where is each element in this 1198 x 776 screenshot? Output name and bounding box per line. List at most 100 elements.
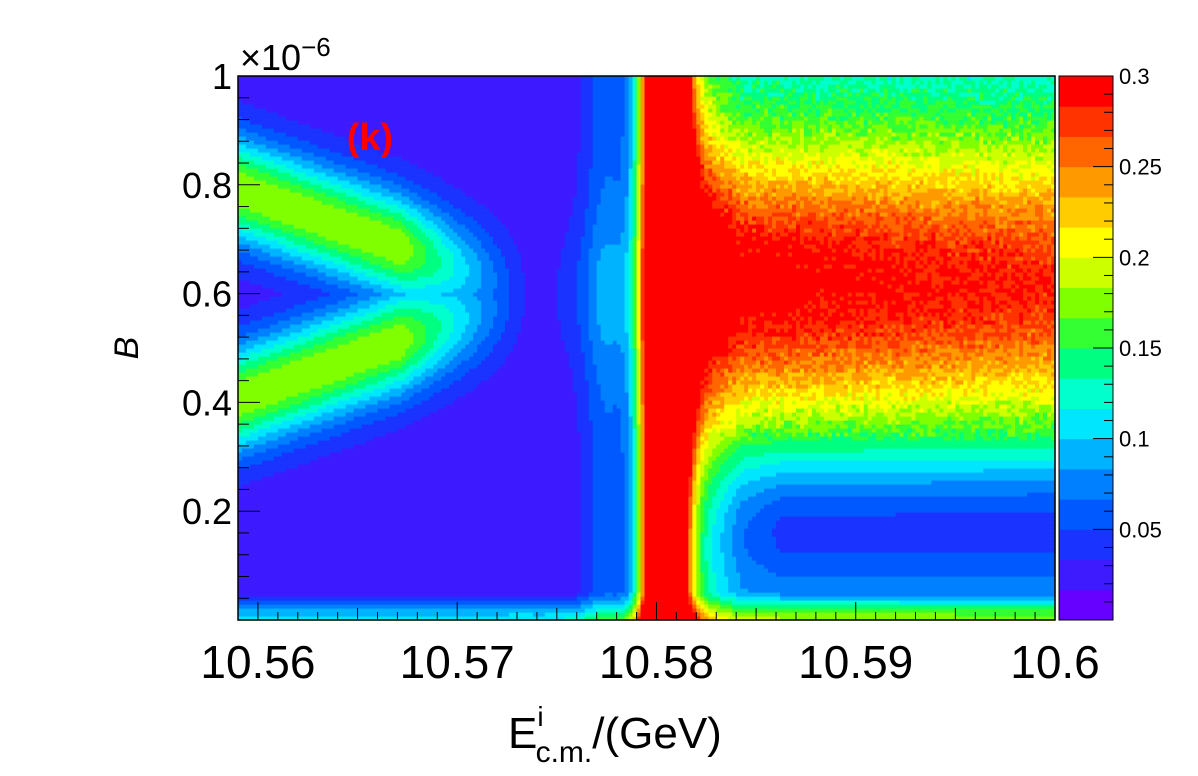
heatmap-cell — [776, 424, 781, 429]
heatmap-cell — [931, 480, 1056, 485]
heatmap-cell — [835, 424, 841, 429]
heatmap-cell — [883, 424, 893, 429]
heatmap-cell — [644, 228, 737, 233]
heatmap-cell — [867, 368, 873, 373]
heatmap-cell — [628, 452, 634, 457]
heatmap-cell — [429, 200, 450, 205]
heatmap-cell — [265, 236, 287, 241]
heatmap-cell — [943, 284, 988, 289]
heatmap-cell — [509, 300, 526, 305]
heatmap-cell — [843, 356, 849, 361]
heatmap-cell — [636, 604, 642, 609]
heatmap-cell — [584, 212, 598, 217]
heatmap-cell — [732, 376, 737, 381]
heatmap-cell — [1051, 188, 1056, 193]
heatmap-cell — [381, 264, 422, 269]
heatmap-cell — [831, 264, 845, 269]
heatmap-cell — [644, 364, 709, 369]
heatmap-cell — [835, 304, 841, 309]
heatmap-cell — [688, 516, 693, 521]
heatmap-cell — [748, 364, 753, 369]
heatmap-cell — [1015, 340, 1020, 345]
heatmap-cell — [640, 192, 646, 197]
heatmap-cell — [604, 244, 630, 249]
heatmap-cell — [764, 420, 769, 425]
heatmap-cell — [1019, 252, 1024, 257]
heatmap-cell — [787, 392, 793, 397]
heatmap-cell — [883, 232, 889, 237]
heatmap-cell — [708, 476, 713, 481]
heatmap-cell — [720, 500, 733, 505]
heatmap-cell — [823, 392, 837, 397]
heatmap-cell — [756, 184, 765, 189]
heatmap-cell — [951, 180, 956, 185]
heatmap-cell — [963, 188, 972, 193]
heatmap-cell — [393, 316, 414, 321]
heatmap-cell — [704, 400, 709, 405]
heatmap-cell — [708, 564, 713, 569]
heatmap-cell — [947, 380, 952, 385]
heatmap-cell — [752, 204, 757, 209]
heatmap-cell — [632, 536, 638, 541]
heatmap-cell — [568, 220, 586, 225]
heatmap-cell — [600, 188, 630, 193]
heatmap-cell — [688, 496, 693, 501]
heatmap-cell — [497, 244, 518, 249]
heatmap-cell — [780, 236, 793, 241]
heatmap-cell — [819, 328, 825, 333]
heatmap-cell — [337, 240, 410, 245]
heatmap-cell — [931, 392, 937, 397]
heatmap-cell — [871, 196, 877, 201]
heatmap-cell — [760, 248, 813, 253]
heatmap-cell — [879, 332, 885, 337]
heatmap-cell — [1031, 308, 1036, 313]
heatmap-cell — [764, 368, 769, 373]
heatmap-cell — [712, 204, 725, 209]
heatmap-cell — [628, 352, 634, 357]
heatmap-cell — [1019, 192, 1028, 197]
heatmap-cell — [700, 396, 705, 401]
heatmap-cell — [959, 432, 964, 437]
heatmap-cell — [253, 408, 279, 413]
heatmap-cell — [823, 176, 829, 181]
heatmap-cell — [879, 364, 893, 369]
heatmap-cell — [461, 376, 490, 381]
heatmap-cell — [612, 408, 622, 413]
heatmap-cell — [999, 432, 1008, 437]
heatmap-cell — [780, 400, 785, 405]
heatmap-cell — [776, 188, 793, 193]
heatmap-cell — [238, 360, 247, 365]
heatmap-cell — [791, 412, 797, 417]
heatmap-cell — [899, 316, 905, 321]
heatmap-cell — [712, 560, 725, 565]
heatmap-cell — [413, 384, 430, 389]
heatmap-cell — [839, 432, 845, 437]
heatmap-cell — [592, 440, 622, 445]
heatmap-cell — [891, 372, 897, 377]
heatmap-cell — [624, 532, 630, 537]
heatmap-cell — [744, 316, 749, 321]
heatmap-cell — [879, 180, 889, 185]
heatmap-cell — [692, 576, 697, 581]
heatmap-cell — [692, 544, 697, 549]
heatmap-cell — [967, 176, 972, 181]
heatmap-cell — [875, 292, 905, 297]
heatmap-cell — [429, 384, 450, 389]
heatmap-cell — [1007, 252, 1016, 257]
heatmap-cell — [835, 328, 845, 333]
heatmap-cell — [883, 372, 893, 377]
heatmap-cell — [692, 520, 697, 525]
heatmap-cell — [843, 236, 857, 241]
heatmap-cell — [891, 256, 897, 261]
heatmap-cell — [863, 256, 873, 261]
heatmap-cell — [592, 540, 626, 545]
heatmap-cell — [935, 336, 956, 341]
heatmap-cell — [915, 300, 921, 305]
heatmap-cell — [640, 516, 646, 521]
heatmap-cell — [995, 308, 1000, 313]
heatmap-cell — [1019, 372, 1024, 377]
heatmap-cell — [644, 188, 705, 193]
heatmap-cell — [580, 476, 594, 481]
heatmap-cell — [636, 372, 642, 377]
heatmap-cell — [803, 204, 821, 209]
